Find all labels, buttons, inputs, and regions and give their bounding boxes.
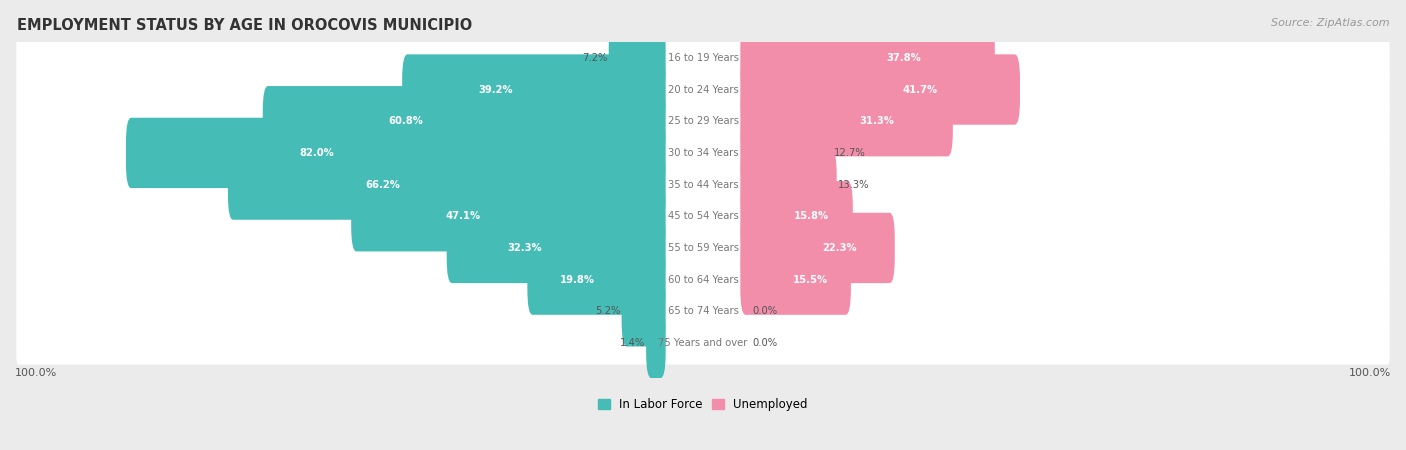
Text: 20 to 24 Years: 20 to 24 Years [668,85,738,94]
FancyBboxPatch shape [17,195,1389,238]
Text: 100.0%: 100.0% [15,368,58,378]
Text: 15.8%: 15.8% [794,211,830,221]
Text: EMPLOYMENT STATUS BY AGE IN OROCOVIS MUNICIPIO: EMPLOYMENT STATUS BY AGE IN OROCOVIS MUN… [17,18,472,33]
Text: 30 to 34 Years: 30 to 34 Years [668,148,738,158]
FancyBboxPatch shape [647,308,665,378]
Text: 15.5%: 15.5% [793,274,828,285]
Text: 16 to 19 Years: 16 to 19 Years [668,53,738,63]
FancyBboxPatch shape [127,118,665,188]
Text: 1.4%: 1.4% [620,338,645,348]
FancyBboxPatch shape [741,181,853,252]
Text: Source: ZipAtlas.com: Source: ZipAtlas.com [1271,18,1389,28]
Text: 0.0%: 0.0% [752,338,778,348]
Text: 39.2%: 39.2% [478,85,513,94]
Text: 25 to 29 Years: 25 to 29 Years [668,116,738,126]
Text: 60.8%: 60.8% [388,116,423,126]
FancyBboxPatch shape [741,118,832,188]
Text: 75 Years and over: 75 Years and over [658,338,748,348]
FancyBboxPatch shape [17,290,1389,333]
FancyBboxPatch shape [17,321,1389,365]
FancyBboxPatch shape [741,54,1019,125]
FancyBboxPatch shape [263,86,665,157]
Text: 82.0%: 82.0% [299,148,333,158]
Text: 66.2%: 66.2% [366,180,401,189]
FancyBboxPatch shape [228,149,665,220]
Legend: In Labor Force, Unemployed: In Labor Force, Unemployed [593,393,813,416]
FancyBboxPatch shape [352,181,665,252]
Text: 0.0%: 0.0% [752,306,778,316]
Text: 37.8%: 37.8% [887,53,921,63]
FancyBboxPatch shape [527,244,665,315]
FancyBboxPatch shape [17,226,1389,270]
Text: 65 to 74 Years: 65 to 74 Years [668,306,738,316]
Text: 13.3%: 13.3% [838,180,869,189]
FancyBboxPatch shape [402,54,665,125]
Text: 19.8%: 19.8% [560,274,595,285]
Text: 47.1%: 47.1% [446,211,481,221]
Text: 7.2%: 7.2% [582,53,607,63]
Text: 60 to 64 Years: 60 to 64 Years [668,274,738,285]
FancyBboxPatch shape [17,163,1389,206]
Text: 5.2%: 5.2% [595,306,620,316]
FancyBboxPatch shape [17,36,1389,79]
FancyBboxPatch shape [17,68,1389,111]
Text: 32.3%: 32.3% [508,243,543,253]
Text: 41.7%: 41.7% [903,85,938,94]
FancyBboxPatch shape [17,99,1389,143]
Text: 100.0%: 100.0% [1348,368,1391,378]
FancyBboxPatch shape [621,276,665,346]
FancyBboxPatch shape [741,22,995,93]
FancyBboxPatch shape [741,86,953,157]
Text: 31.3%: 31.3% [859,116,894,126]
Text: 55 to 59 Years: 55 to 59 Years [668,243,738,253]
FancyBboxPatch shape [609,22,665,93]
FancyBboxPatch shape [17,131,1389,175]
FancyBboxPatch shape [741,213,894,283]
Text: 12.7%: 12.7% [834,148,866,158]
Text: 22.3%: 22.3% [823,243,856,253]
FancyBboxPatch shape [447,213,665,283]
FancyBboxPatch shape [17,258,1389,301]
FancyBboxPatch shape [741,149,837,220]
Text: 45 to 54 Years: 45 to 54 Years [668,211,738,221]
Text: 35 to 44 Years: 35 to 44 Years [668,180,738,189]
FancyBboxPatch shape [741,244,851,315]
